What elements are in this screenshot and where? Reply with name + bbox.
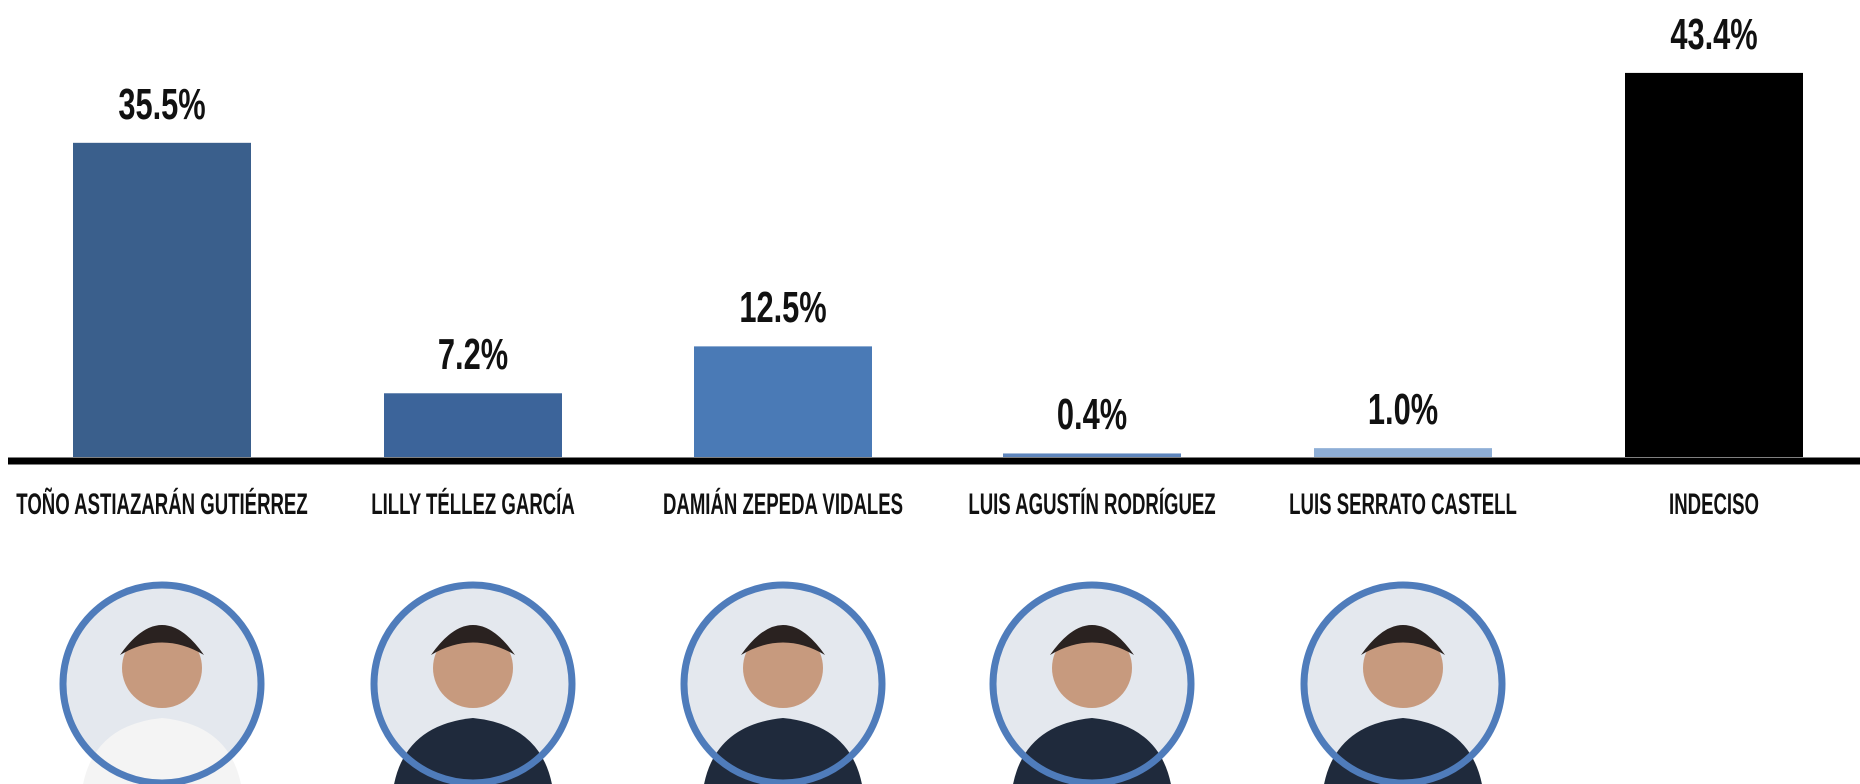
photo-hair [1050, 625, 1134, 655]
photo-hair [431, 625, 515, 655]
value-label: 35.5% [118, 79, 206, 129]
photo-body [704, 718, 862, 784]
candidate-photo [59, 581, 265, 784]
photo-head [743, 628, 823, 708]
bar [1314, 448, 1492, 457]
photo-hair [741, 625, 825, 655]
candidate-photo [989, 581, 1195, 784]
photo-frame [1300, 581, 1506, 784]
value-label: 1.0% [1367, 385, 1439, 435]
bar [1003, 453, 1181, 457]
photo-body [1324, 718, 1482, 784]
photo-hair [120, 625, 204, 655]
photo-head [122, 628, 202, 708]
value-label: 0.4% [1056, 390, 1128, 440]
candidate-photo [680, 581, 886, 784]
photo-head [433, 628, 513, 708]
photo-head [1052, 628, 1132, 708]
category-label: LILLY TÉLLEZ GARCÍA [371, 488, 575, 521]
value-label: 12.5% [739, 283, 827, 333]
bar [1625, 72, 1803, 457]
photo-frame [370, 581, 576, 784]
candidate-photo [370, 581, 576, 784]
category-label: LUIS AGUSTÍN RODRÍGUEZ [968, 488, 1216, 521]
photo-head [1363, 628, 1443, 708]
category-label: DAMIÁN ZEPEDA VIDALES [662, 488, 904, 521]
photo-frame [989, 581, 1195, 784]
photo-frame [59, 581, 265, 784]
category-label: LUIS SERRATO CASTELL [1289, 488, 1517, 521]
category-label: TOÑO ASTIAZARÁN GUTIÉRREZ [16, 488, 308, 521]
bar [384, 393, 562, 457]
value-label: 7.2% [437, 330, 509, 380]
photo-body [1013, 718, 1171, 784]
photo-hair [1361, 625, 1445, 655]
bar [73, 142, 251, 457]
value-label: 43.4% [1670, 9, 1758, 59]
photo-body [83, 718, 241, 784]
photo-body [394, 718, 552, 784]
photo-frame [680, 581, 886, 784]
bar [694, 346, 872, 457]
category-label: INDECISO [1669, 488, 1759, 521]
candidate-photo [1300, 581, 1506, 784]
